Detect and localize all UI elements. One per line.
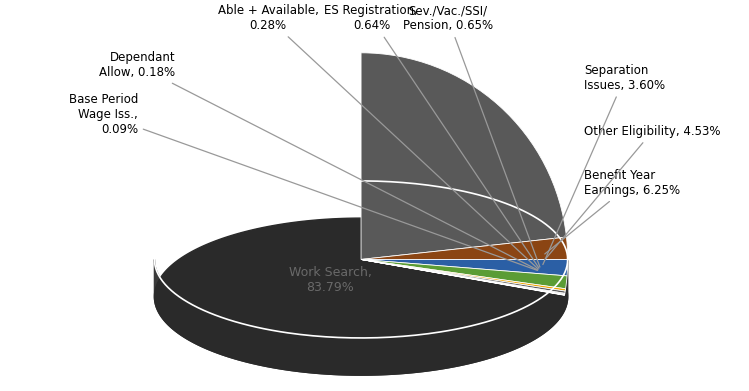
Wedge shape — [361, 260, 568, 276]
Wedge shape — [361, 260, 565, 293]
Wedge shape — [361, 260, 565, 295]
Text: Separation
Issues, 3.60%: Separation Issues, 3.60% — [543, 64, 665, 265]
Text: Base Period
Wage Iss.,
0.09%: Base Period Wage Iss., 0.09% — [68, 93, 538, 271]
Wedge shape — [361, 260, 565, 295]
Polygon shape — [154, 260, 568, 375]
Text: ES Registration,
0.64%: ES Registration, 0.64% — [324, 4, 539, 268]
Text: Work Search,
83.79%: Work Search, 83.79% — [288, 266, 372, 294]
Wedge shape — [361, 237, 568, 260]
Wedge shape — [361, 53, 566, 260]
Text: Benefit Year
Earnings, 6.25%: Benefit Year Earnings, 6.25% — [545, 169, 680, 254]
Polygon shape — [154, 218, 568, 375]
Wedge shape — [361, 260, 567, 289]
Text: Dependant
Allow, 0.18%: Dependant Allow, 0.18% — [99, 51, 538, 270]
Text: Able + Available,
0.28%: Able + Available, 0.28% — [218, 4, 539, 269]
Wedge shape — [361, 260, 565, 291]
Wedge shape — [361, 260, 565, 294]
Text: Other Eligibility, 4.53%: Other Eligibility, 4.53% — [545, 125, 721, 260]
Text: Sev./Vac./SSI/
Pension, 0.65%: Sev./Vac./SSI/ Pension, 0.65% — [403, 4, 540, 267]
